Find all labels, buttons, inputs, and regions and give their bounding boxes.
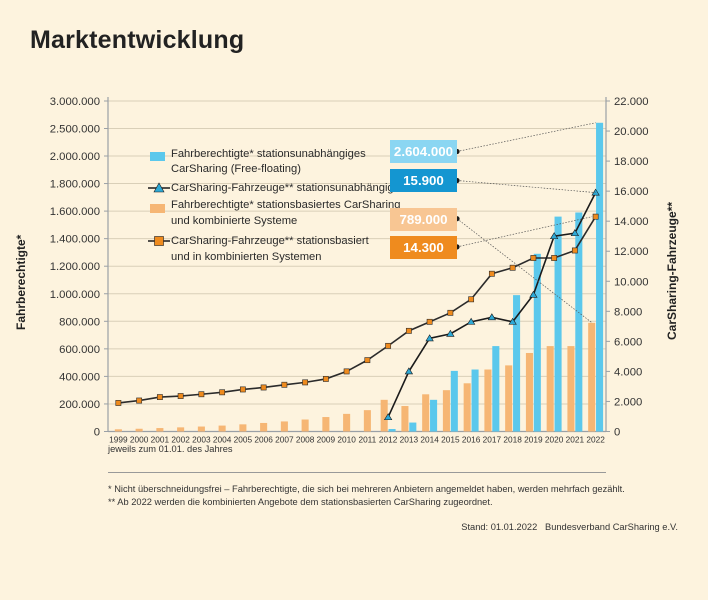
svg-text:2001: 2001 <box>151 435 170 445</box>
svg-text:2009: 2009 <box>317 435 336 445</box>
svg-text:2002: 2002 <box>171 435 190 445</box>
svg-text:1999: 1999 <box>109 435 128 445</box>
svg-text:18.000: 18.000 <box>614 156 649 168</box>
svg-text:10.000: 10.000 <box>614 276 649 288</box>
svg-text:600.000: 600.000 <box>59 344 100 356</box>
svg-text:0: 0 <box>94 427 100 439</box>
svg-text:2007: 2007 <box>275 435 294 445</box>
svg-text:6.000: 6.000 <box>614 336 642 348</box>
svg-text:2021: 2021 <box>566 435 585 445</box>
svg-text:2015: 2015 <box>441 435 460 445</box>
svg-text:2010: 2010 <box>337 435 356 445</box>
svg-text:20.000: 20.000 <box>614 126 649 138</box>
svg-text:2017: 2017 <box>483 435 502 445</box>
svg-text:2.500.000: 2.500.000 <box>50 124 100 136</box>
svg-text:2003: 2003 <box>192 435 211 445</box>
svg-text:2.000: 2.000 <box>614 396 642 408</box>
svg-text:2022: 2022 <box>586 435 605 445</box>
svg-text:200.000: 200.000 <box>59 399 100 411</box>
svg-text:2013: 2013 <box>400 435 419 445</box>
svg-text:2018: 2018 <box>503 435 522 445</box>
svg-text:4.000: 4.000 <box>614 366 642 378</box>
svg-text:2008: 2008 <box>296 435 315 445</box>
svg-text:22.000: 22.000 <box>614 96 649 108</box>
svg-text:0: 0 <box>614 427 620 439</box>
svg-text:12.000: 12.000 <box>614 246 649 258</box>
svg-text:14.000: 14.000 <box>614 216 649 228</box>
svg-text:2006: 2006 <box>254 435 273 445</box>
svg-text:8.000: 8.000 <box>614 306 642 318</box>
svg-text:1.400.000: 1.400.000 <box>50 234 100 246</box>
svg-text:1.600.000: 1.600.000 <box>50 206 100 218</box>
svg-text:1.000.000: 1.000.000 <box>50 289 100 301</box>
svg-text:2011: 2011 <box>358 435 376 445</box>
svg-text:1.800.000: 1.800.000 <box>50 179 100 191</box>
svg-text:1.200.000: 1.200.000 <box>50 261 100 273</box>
svg-text:2019: 2019 <box>524 435 543 445</box>
svg-text:16.000: 16.000 <box>614 186 649 198</box>
svg-text:2005: 2005 <box>234 435 253 445</box>
svg-text:400.000: 400.000 <box>59 371 100 383</box>
svg-text:800.000: 800.000 <box>59 316 100 328</box>
svg-text:2020: 2020 <box>545 435 564 445</box>
svg-text:2016: 2016 <box>462 435 481 445</box>
svg-text:2012: 2012 <box>379 435 398 445</box>
svg-text:3.000.000: 3.000.000 <box>50 96 100 108</box>
svg-text:2004: 2004 <box>213 435 232 445</box>
svg-text:2000: 2000 <box>130 435 149 445</box>
svg-text:2014: 2014 <box>420 435 439 445</box>
svg-text:2.000.000: 2.000.000 <box>50 151 100 163</box>
